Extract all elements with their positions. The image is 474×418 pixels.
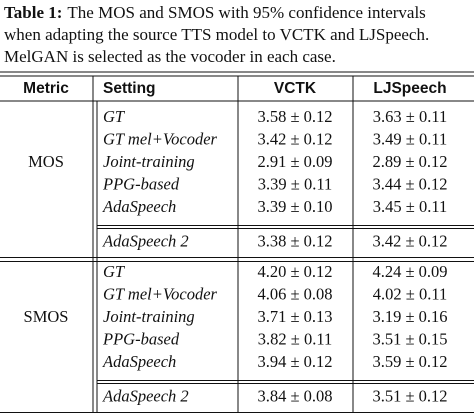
setting-cell: AdaSpeech 2	[102, 231, 189, 250]
setting-cell: AdaSpeech	[102, 352, 176, 371]
value-cell: 3.44 ± 0.12	[372, 174, 447, 193]
value-cell: 3.84 ± 0.08	[257, 386, 332, 405]
value-cell: 3.63 ± 0.11	[373, 107, 447, 126]
value-cell: 3.38 ± 0.12	[257, 231, 332, 250]
value-cell: 3.42 ± 0.12	[257, 129, 332, 148]
value-cell: 3.39 ± 0.10	[257, 197, 332, 216]
header-cell: Setting	[103, 80, 156, 97]
value-cell: 3.51 ± 0.15	[372, 329, 447, 348]
value-cell: 3.59 ± 0.12	[372, 352, 447, 371]
value-cell: 3.42 ± 0.12	[372, 231, 447, 250]
value-cell: 3.58 ± 0.12	[257, 107, 332, 126]
value-cell: 2.89 ± 0.12	[372, 152, 447, 171]
caption-line: Table 1: The MOS and SMOS with 95% confid…	[4, 3, 426, 22]
value-cell: 3.39 ± 0.11	[258, 174, 332, 193]
metric-cell: MOS	[28, 152, 64, 171]
value-cell: 2.91 ± 0.09	[257, 152, 332, 171]
value-cell: 4.02 ± 0.11	[373, 284, 447, 303]
value-cell: 3.82 ± 0.11	[258, 329, 332, 348]
setting-cell: PPG-based	[102, 329, 180, 348]
setting-cell: AdaSpeech 2	[102, 386, 189, 405]
value-cell: 3.94 ± 0.12	[257, 352, 332, 371]
setting-cell: GT	[103, 107, 126, 126]
value-cell: 3.45 ± 0.11	[373, 197, 447, 216]
setting-cell: AdaSpeech	[102, 197, 176, 216]
caption-label: Table 1:	[4, 3, 62, 22]
setting-cell: GT	[103, 262, 126, 281]
value-cell: 4.24 ± 0.09	[372, 262, 447, 281]
value-cell: 3.51 ± 0.12	[372, 386, 447, 405]
value-cell: 3.71 ± 0.13	[257, 307, 332, 326]
caption-line: MelGAN is selected as the vocoder in eac…	[4, 47, 336, 66]
caption-text: The MOS and SMOS with 95% confidence int…	[67, 3, 425, 22]
setting-cell: GT mel+Vocoder	[103, 129, 218, 148]
setting-cell: GT mel+Vocoder	[103, 284, 218, 303]
header-cell: Metric	[23, 80, 69, 97]
setting-cell: PPG-based	[102, 174, 180, 193]
setting-cell: Joint-training	[103, 152, 195, 171]
value-cell: 3.49 ± 0.11	[373, 129, 447, 148]
value-cell: 4.20 ± 0.12	[257, 262, 332, 281]
header-cell: VCTK	[274, 80, 317, 97]
setting-cell: Joint-training	[103, 307, 195, 326]
value-cell: 3.19 ± 0.16	[372, 307, 447, 326]
metric-cell: SMOS	[24, 307, 69, 326]
caption-line: when adapting the source TTS model to VC…	[4, 25, 429, 44]
value-cell: 4.06 ± 0.08	[257, 284, 332, 303]
header-cell: LJSpeech	[373, 80, 446, 97]
